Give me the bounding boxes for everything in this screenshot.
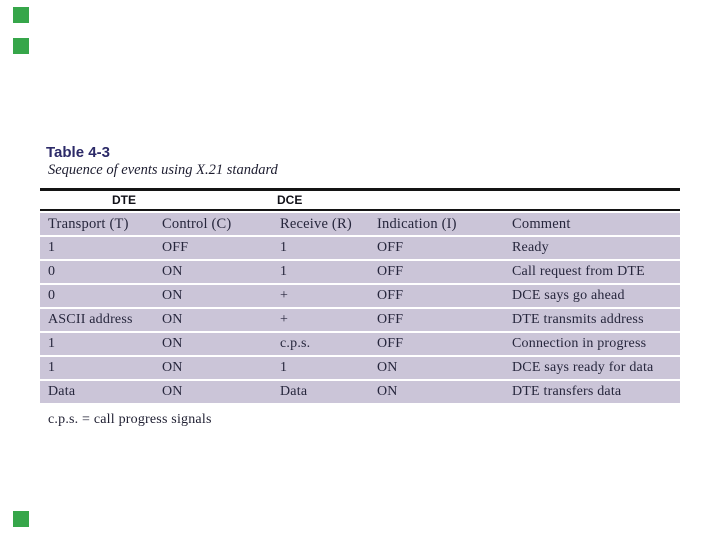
group-header-dce: DCE [277, 192, 303, 207]
cell-receive: Data [280, 384, 308, 399]
cell-control: ON [162, 384, 183, 399]
col-header-indication: Indication (I) [377, 216, 457, 232]
cell-transport: 0 [48, 264, 56, 279]
cell-indication: OFF [377, 288, 404, 303]
table-row: 0 ON + OFF DCE says go ahead [40, 285, 680, 307]
cell-control: ON [162, 264, 183, 279]
cell-indication: OFF [377, 312, 404, 327]
cell-transport: ASCII address [48, 312, 133, 327]
cell-indication: ON [377, 384, 398, 399]
cell-receive: 1 [280, 264, 288, 279]
cell-comment: Call request from DTE [512, 264, 645, 279]
cell-transport: Data [48, 384, 76, 399]
cell-control: OFF [162, 240, 189, 255]
corner-square-top-1 [13, 7, 29, 23]
table-caption: Sequence of events using X.21 standard [48, 162, 278, 178]
cell-indication: OFF [377, 336, 404, 351]
table-4-3: Table 4-3 Sequence of events using X.21 … [40, 140, 680, 428]
cell-comment: DTE transmits address [512, 312, 644, 327]
top-rule [40, 188, 680, 191]
cell-control: ON [162, 360, 183, 375]
cell-transport: 0 [48, 288, 56, 303]
group-header-band: DTE DCE [40, 190, 680, 209]
table-label: Table 4-3 [46, 144, 110, 161]
table-rows: Transport (T) Control (C) Receive (R) In… [40, 213, 680, 403]
table-row: 1 OFF 1 OFF Ready [40, 237, 680, 259]
col-header-control: Control (C) [162, 216, 232, 232]
header-rule [40, 209, 680, 211]
cell-comment: DTE transfers data [512, 384, 622, 399]
table-footnote: c.p.s. = call progress signals [48, 412, 212, 427]
cell-comment: Connection in progress [512, 336, 647, 351]
col-header-receive: Receive (R) [280, 216, 352, 232]
cell-transport: 1 [48, 336, 56, 351]
cell-comment: DCE says ready for data [512, 360, 654, 375]
cell-receive: 1 [280, 360, 288, 375]
table-row: Data ON Data ON DTE transfers data [40, 381, 680, 403]
group-header-dte: DTE [112, 192, 136, 207]
col-header-comment: Comment [512, 216, 571, 232]
table-row: 1 ON c.p.s. OFF Connection in progress [40, 333, 680, 355]
column-header-row: Transport (T) Control (C) Receive (R) In… [40, 213, 680, 235]
cell-transport: 1 [48, 360, 56, 375]
cell-receive: 1 [280, 240, 288, 255]
table-row: ASCII address ON + OFF DTE transmits add… [40, 309, 680, 331]
col-header-transport: Transport (T) [48, 216, 129, 232]
table-row: 0 ON 1 OFF Call request from DTE [40, 261, 680, 283]
cell-control: ON [162, 336, 183, 351]
cell-indication: ON [377, 360, 398, 375]
cell-indication: OFF [377, 264, 404, 279]
corner-square-bottom [13, 511, 29, 527]
corner-square-top-2 [13, 38, 29, 54]
cell-receive: c.p.s. [280, 336, 311, 351]
cell-transport: 1 [48, 240, 56, 255]
table-row: 1 ON 1 ON DCE says ready for data [40, 357, 680, 379]
cell-comment: DCE says go ahead [512, 288, 625, 303]
cell-receive: + [280, 312, 289, 327]
cell-control: ON [162, 288, 183, 303]
cell-indication: OFF [377, 240, 404, 255]
cell-control: ON [162, 312, 183, 327]
cell-comment: Ready [512, 240, 549, 255]
cell-receive: + [280, 288, 289, 303]
